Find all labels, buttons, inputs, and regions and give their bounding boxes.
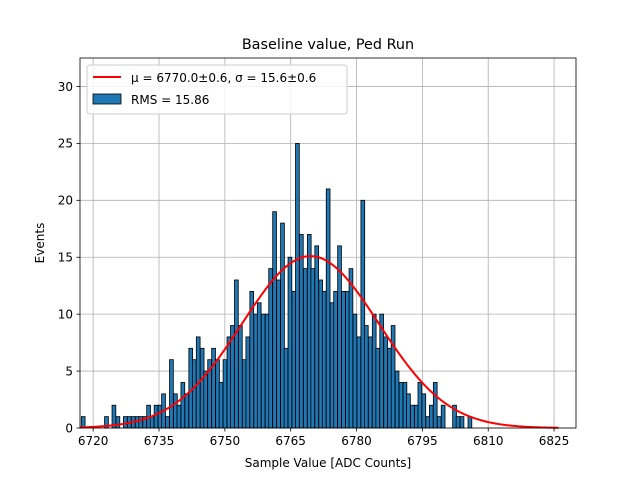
histogram-bar <box>115 416 121 429</box>
histogram-bar <box>272 211 277 429</box>
y-tick-label: 25 <box>58 137 73 151</box>
histogram-bar <box>149 416 155 429</box>
legend-hist-swatch <box>92 93 122 105</box>
histogram-bar <box>180 382 186 429</box>
histogram-bar <box>218 382 224 429</box>
y-tick-label: 20 <box>58 194 73 208</box>
x-tick-label: 6810 <box>473 434 504 448</box>
histogram-bar <box>310 268 316 429</box>
histogram-bar <box>299 234 304 429</box>
histogram-bar <box>176 404 182 429</box>
histogram-bar <box>341 290 346 429</box>
y-tick-label: 5 <box>65 364 73 378</box>
histogram-bar <box>238 325 243 429</box>
histogram-bar <box>459 416 465 429</box>
histogram-bar <box>383 336 388 429</box>
histogram-bar <box>421 393 427 429</box>
histogram-bar <box>455 416 461 429</box>
histogram-bar <box>191 359 197 429</box>
y-tick-label: 0 <box>65 421 73 435</box>
histogram-bar <box>295 142 300 429</box>
y-tick-label: 15 <box>58 251 73 265</box>
histogram-bar <box>245 336 251 429</box>
histogram-bar <box>428 404 434 429</box>
histogram-bar <box>234 279 239 429</box>
histogram-bar <box>165 416 170 429</box>
histogram-bar <box>256 302 262 429</box>
legend: μ = 6770.0±0.6, σ = 15.6±0.6 RMS = 15.86 <box>86 64 348 115</box>
histogram-bar <box>276 279 281 429</box>
histogram-bar <box>153 404 159 429</box>
gaussian-fit-curve <box>79 255 559 429</box>
x-axis-label: Sample Value [ADC Counts] <box>245 456 411 470</box>
histogram-bar <box>417 382 423 429</box>
legend-fit-label: μ = 6770.0±0.6, σ = 15.6±0.6 <box>131 71 316 85</box>
histogram-bar <box>203 370 208 429</box>
y-axis-label: Events <box>33 223 47 264</box>
x-tick-label: 6720 <box>78 434 109 448</box>
histogram-bar <box>211 347 216 429</box>
histogram-bar <box>375 347 381 429</box>
x-tick-label: 6780 <box>341 434 372 448</box>
x-tick-label: 6825 <box>539 434 570 448</box>
histogram-bar <box>169 359 174 429</box>
histogram-bar <box>283 347 289 429</box>
histogram-bar <box>348 268 354 429</box>
legend-hist-label: RMS = 15.86 <box>131 93 209 107</box>
histogram-bar <box>398 382 404 429</box>
histogram-bar <box>436 416 442 429</box>
histogram-bar <box>287 256 293 429</box>
histogram-bar <box>321 290 327 429</box>
histogram-bar <box>410 404 415 429</box>
x-tick-label: 6765 <box>275 434 306 448</box>
histogram-bar <box>184 393 190 429</box>
histogram-bar <box>260 313 266 429</box>
x-tick-label: 6795 <box>407 434 438 448</box>
x-tick-label: 6735 <box>144 434 175 448</box>
x-tick-label: 6750 <box>210 434 241 448</box>
histogram-bar <box>356 336 362 429</box>
histogram-bar <box>467 416 473 429</box>
histogram-bar <box>364 325 369 429</box>
histogram-bar <box>138 416 143 429</box>
histogram-bar <box>314 245 320 429</box>
y-tick-label: 10 <box>58 307 73 321</box>
histogram-bar <box>394 370 400 429</box>
histogram-bar <box>325 188 331 429</box>
histogram-bar <box>333 290 338 429</box>
chart-title: Baseline value, Ped Run <box>242 37 414 53</box>
axis-ticks: 6720 6735 6750 6765 6780 6795 6810 6825 0 5 10 15 20… <box>58 80 570 448</box>
legend-box <box>86 64 348 115</box>
histogram-bar <box>367 336 373 429</box>
histogram-bar <box>222 359 228 429</box>
histogram-bar <box>390 325 396 429</box>
histogram-bar <box>432 382 438 429</box>
plot-frame <box>79 57 577 429</box>
y-tick-label: 30 <box>58 80 73 94</box>
histogram-bar <box>352 313 358 429</box>
histogram-bar <box>268 268 273 429</box>
histogram-bar <box>406 393 411 429</box>
histogram-bar <box>303 268 308 429</box>
histogram-bar <box>440 404 446 429</box>
